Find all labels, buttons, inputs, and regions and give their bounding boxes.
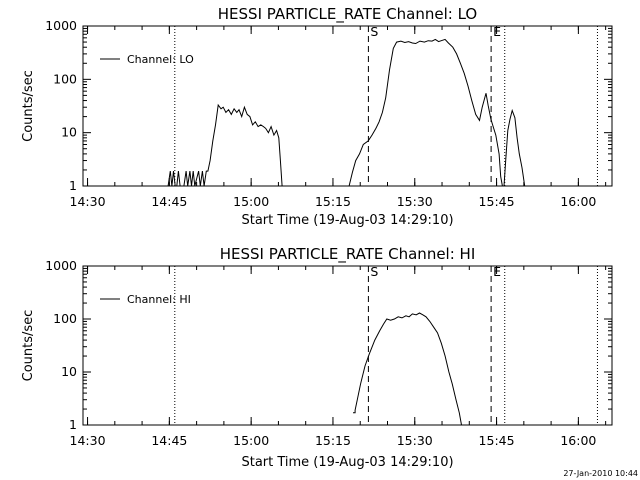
series-line xyxy=(349,39,502,186)
marker-label: S xyxy=(370,24,378,39)
marker-label: S xyxy=(370,264,378,279)
y-tick-label: 10 xyxy=(61,364,77,379)
x-tick-label: 15:30 xyxy=(397,433,433,448)
y-axis-label: Counts/sec xyxy=(21,70,36,142)
plot-frame xyxy=(83,26,612,186)
y-tick-label: 100 xyxy=(53,71,77,86)
x-tick-label: 15:45 xyxy=(479,433,515,448)
x-tick-label: 15:30 xyxy=(397,194,433,209)
panel-hi: HESSI PARTICLE_RATE Channel: HI 1 10 100 100… xyxy=(21,245,612,470)
y-axis-label: Counts/sec xyxy=(21,310,36,382)
x-tick-label: 16:00 xyxy=(560,433,596,448)
plot-frame xyxy=(83,266,612,425)
series-line xyxy=(353,313,462,425)
y-tick-label: 1000 xyxy=(45,258,77,273)
legend-label: Channel: LO xyxy=(127,53,194,66)
x-tick-label: 14:30 xyxy=(70,433,106,448)
series-line xyxy=(504,111,525,187)
chart-title: HESSI PARTICLE_RATE Channel: HI xyxy=(220,245,476,264)
x-tick-label: 15:15 xyxy=(315,433,351,448)
x-tick-label: 15:00 xyxy=(233,433,269,448)
x-tick-label: 15:45 xyxy=(479,194,515,209)
chart-title: HESSI PARTICLE_RATE Channel: LO xyxy=(218,5,477,24)
legend-label: Channel: HI xyxy=(127,293,191,306)
x-axis-label: Start Time (19-Aug-03 14:29:10) xyxy=(241,455,453,470)
y-tick-label: 1 xyxy=(69,417,77,432)
y-tick-label: 10 xyxy=(61,125,77,140)
x-tick-label: 14:45 xyxy=(151,194,187,209)
marker-label: E xyxy=(493,264,501,279)
y-tick-label: 100 xyxy=(53,311,77,326)
panel-lo: HESSI PARTICLE_RATE Channel: LO 1 10 100 100… xyxy=(21,5,612,228)
x-axis-label: Start Time (19-Aug-03 14:29:10) xyxy=(241,213,453,228)
y-tick-label: 1000 xyxy=(45,18,77,33)
x-tick-label: 16:00 xyxy=(560,194,596,209)
x-tick-label: 15:15 xyxy=(315,194,351,209)
series-line xyxy=(168,105,282,186)
x-tick-label: 14:30 xyxy=(70,194,106,209)
x-tick-label: 14:45 xyxy=(151,433,187,448)
footer-timestamp: 27-Jan-2010 10:44 xyxy=(563,469,638,478)
chart-canvas: HESSI PARTICLE_RATE Channel: LO 1 10 100 100… xyxy=(0,0,640,480)
x-tick-label: 15:00 xyxy=(233,194,269,209)
marker-label: E xyxy=(493,24,501,39)
y-tick-label: 1 xyxy=(69,178,77,193)
